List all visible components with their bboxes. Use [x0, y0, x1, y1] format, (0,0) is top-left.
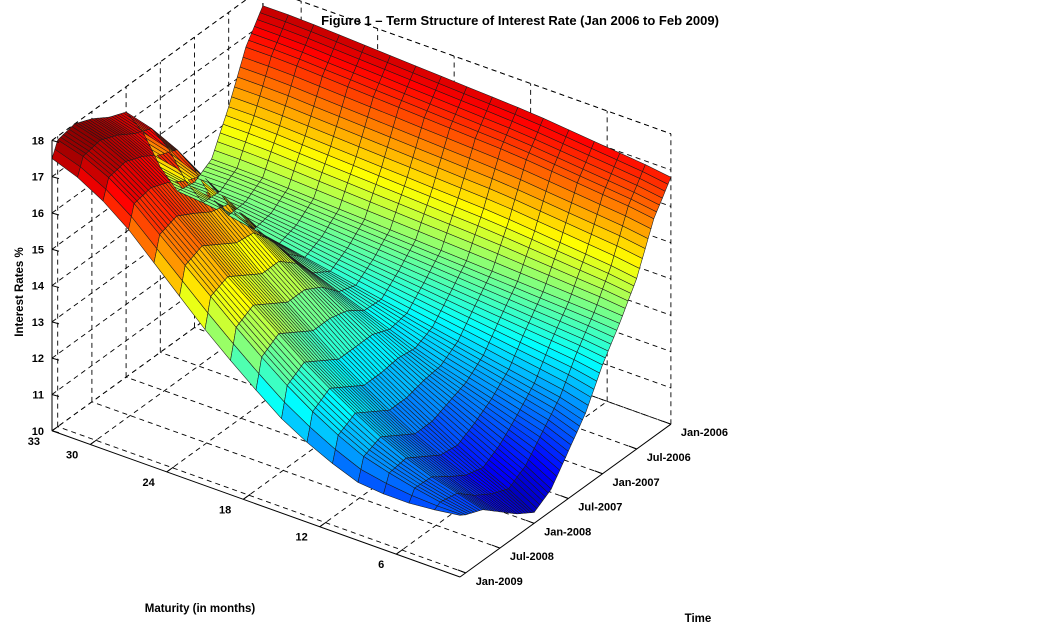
tick-labels: 10 11 12 13 14 15 16 17 18 6 12 18 24 30 33 Jan-2006 Jul…: [28, 135, 728, 588]
time-tick-mark: [662, 420, 672, 425]
z-tick-mark: [51, 139, 60, 143]
z-tick-mark: [51, 321, 60, 325]
z-axis-label: Interest Rates %: [14, 247, 26, 336]
z-tick-label: 18: [32, 135, 44, 147]
z-tick-mark: [51, 212, 60, 216]
maturity-tick-mark: [242, 493, 251, 500]
z-tick-label: 15: [32, 244, 44, 256]
time-tick-label: Jul-2008: [510, 551, 554, 563]
z-tick-label: 17: [32, 172, 44, 184]
z-tick-mark: [51, 393, 60, 397]
time-tick-mark: [594, 470, 603, 475]
z-tick-mark: [51, 357, 60, 361]
maturity-tick-mark: [319, 521, 328, 528]
time-tick-label: Jul-2007: [578, 502, 622, 514]
time-tick-label: Jan-2009: [476, 576, 523, 588]
z-tick-label: 11: [32, 389, 44, 401]
maturity-axis-label: Maturity (in months): [145, 603, 256, 615]
maturity-tick-label: 12: [296, 532, 308, 544]
time-tick-label: Jan-2006: [681, 427, 728, 439]
maturity-tick-mark: [395, 548, 404, 555]
z-tick-label: 10: [32, 426, 44, 438]
z-tick-label: 13: [32, 317, 44, 329]
z-tick-label: 16: [32, 208, 44, 220]
box-edge: [51, 0, 247, 141]
maturity-tick-label: 33: [28, 436, 40, 448]
time-tick-mark: [491, 544, 501, 549]
time-tick-label: Jan-2007: [613, 477, 660, 489]
z-tick-label: 12: [32, 353, 44, 365]
time-tick-mark: [560, 495, 569, 499]
maturity-tick-mark: [166, 466, 175, 473]
surface-patch: [642, 164, 672, 185]
time-tick-label: Jul-2006: [647, 452, 691, 464]
maturity-tick-label: 6: [378, 559, 384, 571]
z-tick-mark: [51, 176, 60, 180]
grid-line: [57, 426, 466, 574]
maturity-tick-label: 30: [66, 449, 78, 461]
maturity-tick-mark: [51, 425, 60, 432]
box-edge: [296, 0, 672, 135]
time-tick-mark: [525, 519, 535, 524]
chart-title: Figure 1 – Term Structure of Interest Ra…: [321, 13, 719, 28]
grid-line: [51, 23, 264, 178]
maturity-tick-mark: [89, 439, 98, 445]
time-tick-label: Jan-2008: [544, 526, 591, 538]
z-tick-mark: [51, 248, 60, 252]
surface-mesh: [51, 5, 672, 516]
maturity-axis-line: [51, 430, 461, 578]
time-tick-mark: [628, 445, 637, 450]
maturity-tick-label: 24: [143, 477, 156, 489]
grid-line: [91, 401, 501, 549]
time-axis-line: [459, 423, 672, 578]
z-tick-mark: [51, 285, 60, 289]
maturity-tick-label: 18: [219, 504, 231, 516]
z-tick-label: 14: [32, 281, 45, 293]
axis-box-front: [51, 139, 672, 578]
z-tick-mark: [51, 430, 60, 434]
time-tick-mark: [457, 569, 466, 574]
time-axis-label: Time: [685, 613, 712, 625]
